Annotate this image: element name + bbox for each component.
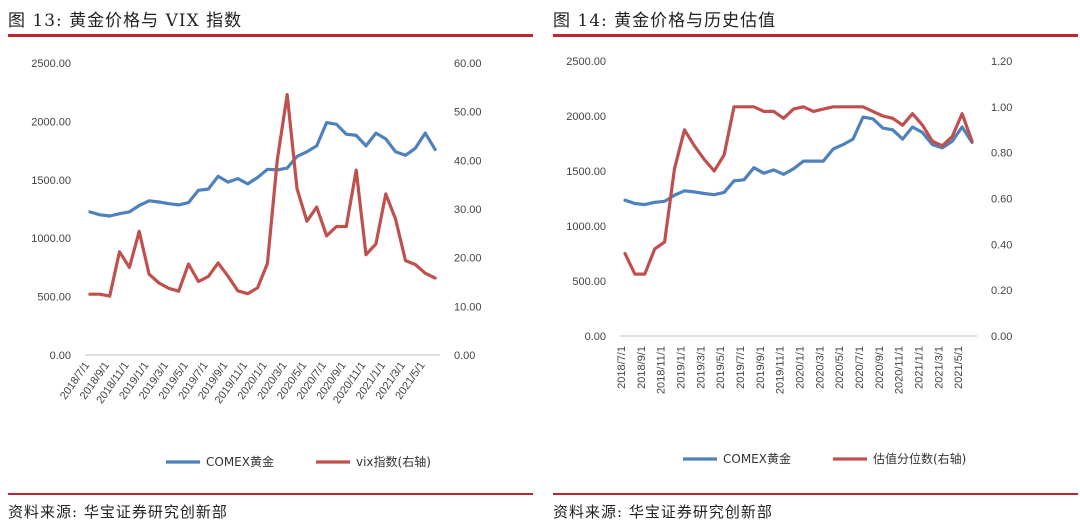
legend-label: COMEX黄金: [723, 451, 791, 466]
left-figure-panel: 图 13: 黄金价格与 VIX 指数 0.00 500.00 1000.00 1500…: [8, 0, 538, 526]
y2-tick-label: 40.00: [454, 155, 482, 167]
y-tick-label: 2000.00: [566, 111, 606, 123]
y2-tick-label: 1.20: [991, 56, 1012, 68]
y2-tick-label: 10.00: [454, 301, 482, 313]
y2-tick-label: 0.00: [454, 350, 475, 362]
y-tick-label: 500.00: [572, 276, 606, 288]
x-tick-label: 2021/3/1: [933, 346, 945, 389]
x-tick-label: 2019/11/1: [775, 346, 787, 394]
valuation-gold-chart: 0.00 500.00 1000.00 1500.00 2000.00 2500.00 0.…: [566, 56, 1012, 466]
x-tick-label: 2020/9/1: [874, 346, 886, 389]
right-figure-panel: 图 14: 黄金价格与历史估值 0.00 500.00 1000.00 1500.00…: [553, 0, 1080, 526]
legend-label: COMEX黄金: [206, 454, 274, 469]
legend-label: vix指数(右轴): [356, 454, 431, 469]
y2-tick-label: 20.00: [454, 253, 482, 265]
x-tick-label: 2019/1/1: [675, 346, 687, 389]
x-tick-label: 2020/5/1: [834, 346, 846, 389]
y-tick-label: 1000.00: [31, 233, 71, 245]
title-rule: [553, 34, 1078, 37]
y-tick-label: 1000.00: [566, 221, 606, 233]
y-tick-label: 2500.00: [31, 58, 71, 70]
x-tick-label: 2021/1/1: [913, 346, 925, 389]
figure-title: 图 14: 黄金价格与历史估值: [553, 11, 777, 31]
x-tick-label: 2020/1/1: [794, 346, 806, 389]
x-tick-label: 2020/11/1: [894, 346, 906, 394]
y-tick-label: 2500.00: [566, 56, 606, 68]
series-line-left-axis: [88, 120, 437, 218]
y2-tick-label: 1.00: [991, 102, 1012, 114]
x-tick-label: 2019/9/1: [755, 346, 767, 389]
y-tick-label: 1500.00: [566, 166, 606, 178]
y2-tick-label: 0.60: [991, 194, 1012, 206]
y-tick-label: 2000.00: [31, 116, 71, 128]
y-tick-label: 0.00: [585, 331, 606, 343]
series-line-left-axis: [623, 115, 974, 207]
source-rule: [8, 493, 533, 495]
y2-tick-label: 60.00: [454, 58, 482, 70]
x-tick-label: 2018/9/1: [636, 346, 648, 389]
y2-tick-label: 0.20: [991, 285, 1012, 297]
legend-label: 估值分位数(右轴): [873, 451, 966, 466]
x-tick-label: 2021/5/1: [953, 346, 965, 389]
y2-tick-label: 0.80: [991, 148, 1012, 160]
x-tick-label: 2020/7/1: [854, 346, 866, 389]
x-tick-label: 2020/3/1: [814, 346, 826, 389]
y2-tick-label: 50.00: [454, 107, 482, 119]
x-tick-label: 2019/3/1: [695, 346, 707, 389]
y-tick-label: 0.00: [50, 350, 71, 362]
y-tick-label: 1500.00: [31, 175, 71, 187]
x-tick-label: 2019/7/1: [735, 346, 747, 389]
y2-tick-label: 0.00: [991, 331, 1012, 343]
series-line-right-axis: [88, 92, 437, 298]
x-tick-label: 2018/11/1: [656, 346, 668, 394]
source-note: 资料来源: 华宝证券研究创新部: [553, 503, 773, 521]
x-tick-label: 2018/7/1: [616, 346, 628, 389]
series-line-right-axis: [623, 105, 974, 276]
x-tick-label: 2019/5/1: [715, 346, 727, 389]
y-tick-label: 500.00: [37, 292, 71, 304]
source-note: 资料来源: 华宝证券研究创新部: [8, 503, 228, 521]
vix-gold-chart: 0.00 500.00 1000.00 1500.00 2000.00 2500.00 0.…: [31, 58, 482, 469]
y2-tick-label: 30.00: [454, 204, 482, 216]
figure-title: 图 13: 黄金价格与 VIX 指数: [8, 11, 243, 31]
y2-tick-label: 0.40: [991, 239, 1012, 251]
title-rule: [8, 34, 533, 37]
source-rule: [553, 493, 1078, 495]
